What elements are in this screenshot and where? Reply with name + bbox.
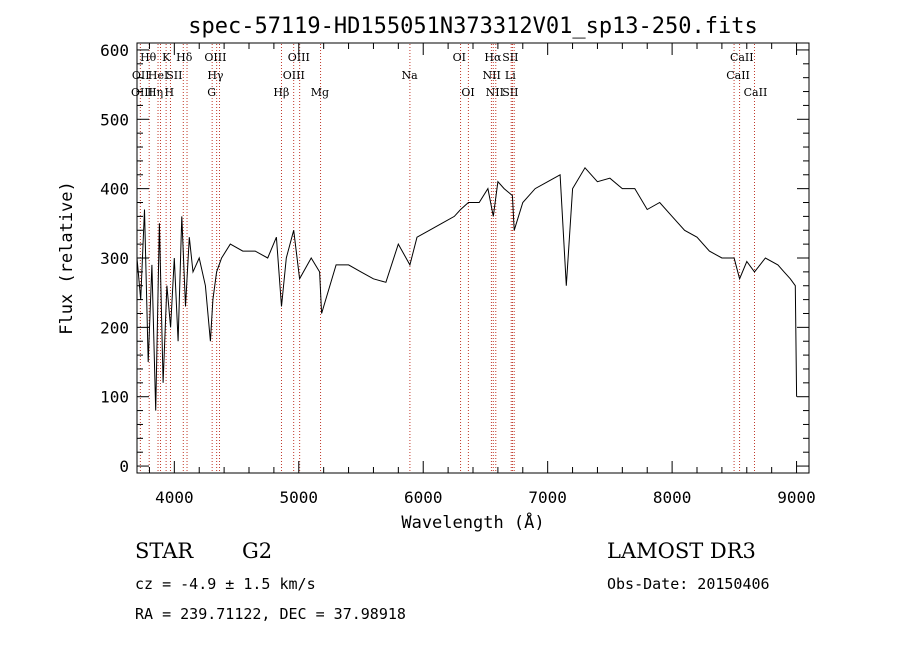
line-label-17: CaII: [726, 69, 750, 82]
x-tick-label-4: 8000: [653, 488, 692, 507]
line-label-15: NII: [483, 69, 501, 82]
line-label-3: OIII: [204, 51, 226, 64]
line-label-14: Na: [401, 69, 418, 82]
line-label-23: Mg: [311, 86, 329, 99]
x-tick-label-1: 5000: [280, 488, 319, 507]
line-label-20: H: [165, 86, 175, 99]
y-tick-label-4: 400: [100, 180, 129, 199]
chart-title: spec-57119-HD155051N373312V01_sp13-250.f…: [188, 14, 758, 39]
line-label-11: SII: [166, 69, 182, 82]
line-label-26: SII: [502, 86, 518, 99]
line-label-4: OIII: [288, 51, 310, 64]
line-label-24: OI: [461, 86, 474, 99]
x-tick-label-2: 6000: [404, 488, 443, 507]
spectrum-line: [136, 166, 798, 411]
x-axis: 4000 5000 6000 7000 8000 9000: [148, 43, 816, 507]
line-label-21: G: [207, 86, 216, 99]
x-tick-label-5: 9000: [777, 488, 816, 507]
line-label-8: CaII: [730, 51, 754, 64]
sky-coordinates: RA = 239.71122, DEC = 37.98918: [135, 605, 406, 623]
line-label-1: K: [162, 51, 171, 64]
y-tick-label-0: 0: [119, 457, 129, 476]
line-label-12: Hγ: [207, 69, 224, 82]
line-label-18: OIII: [131, 86, 153, 99]
line-label-19: Hη: [147, 86, 163, 99]
y-tick-label-1: 100: [100, 388, 129, 407]
line-label-5: OI: [453, 51, 466, 64]
line-label-13: OIII: [283, 69, 305, 82]
x-tick-label-3: 7000: [528, 488, 567, 507]
survey-name: LAMOST DR3: [607, 539, 756, 563]
y-axis: 0 100 200 300 400 500 600: [100, 41, 809, 476]
line-label-2: Hδ: [176, 51, 193, 64]
y-axis-label: Flux (relative): [57, 181, 77, 335]
line-label-10: HeI: [148, 69, 168, 82]
y-tick-label-3: 300: [100, 249, 129, 268]
line-label-27: CaII: [744, 86, 768, 99]
plot-frame: [136, 42, 810, 474]
line-label-9: OII: [132, 69, 150, 82]
x-tick-label-0: 4000: [155, 488, 194, 507]
line-label-25: NII: [486, 86, 504, 99]
x-axis-label: Wavelength (Å): [401, 511, 544, 533]
object-class: STAR: [135, 539, 194, 563]
line-label-7: SII: [502, 51, 518, 64]
y-tick-label-2: 200: [100, 318, 129, 337]
observation-date: Obs-Date: 20150406: [607, 575, 770, 593]
line-label-6: Hα: [484, 51, 502, 64]
object-subclass: G2: [242, 539, 272, 563]
redshift-velocity: cz = -4.9 ± 1.5 km/s: [135, 575, 316, 593]
y-tick-label-6: 600: [100, 41, 129, 60]
line-label-16: Li: [505, 69, 516, 82]
line-label-0: Hθ: [140, 51, 157, 64]
line-label-22: Hβ: [273, 86, 289, 99]
line-marker-layer: [139, 44, 755, 472]
y-tick-label-5: 500: [100, 110, 129, 129]
